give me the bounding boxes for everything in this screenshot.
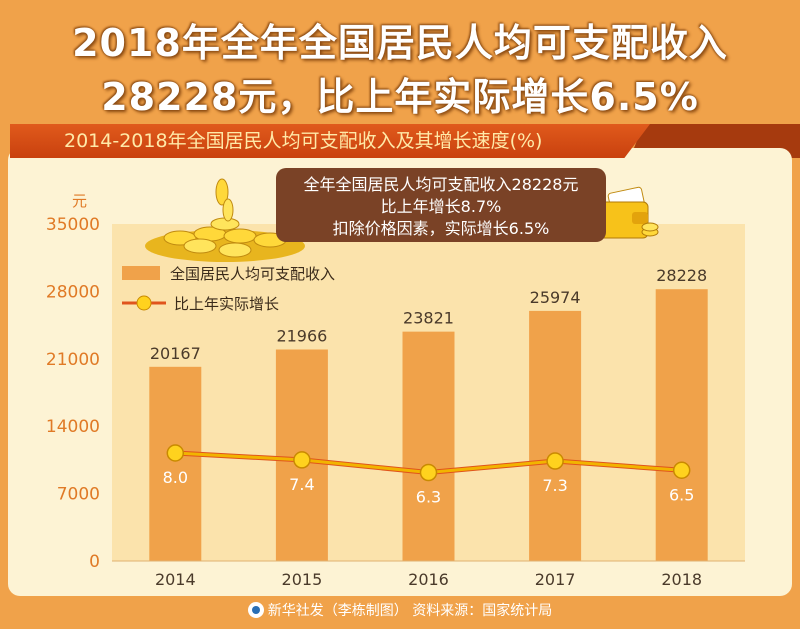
headline-line-2: 28228元，比上年实际增长6.5% <box>101 75 699 119</box>
gold-coins-icon <box>145 178 305 262</box>
x-tick-label: 2018 <box>661 570 702 589</box>
summary-callout: 全年全国居民人均可支配收入28228元 比上年增长8.7% 扣除价格因素，实际增… <box>276 168 606 242</box>
footer-credit: 新华社发（李栋制图） 资料来源：国家统计局 <box>0 600 800 620</box>
growth-point <box>419 463 438 482</box>
footer-text: 新华社发（李栋制图） 资料来源：国家统计局 <box>267 603 553 619</box>
growth-point <box>672 461 691 479</box>
bar <box>529 310 582 561</box>
legend-label-line: 比上年实际增长 <box>174 295 279 313</box>
growth-point <box>293 451 311 469</box>
x-tick-label: 2016 <box>408 570 449 589</box>
bar-value-label: 28228 <box>656 266 707 285</box>
growth-value-label: 7.4 <box>289 475 314 494</box>
y-tick-label: 28000 <box>46 282 100 302</box>
y-tick-label: 7000 <box>57 485 100 505</box>
y-tick-label: 35000 <box>46 215 100 235</box>
bar <box>655 289 708 561</box>
legend-swatch-marker <box>136 295 152 311</box>
growth-value-label: 7.3 <box>542 476 567 495</box>
growth-value-label: 6.3 <box>416 488 441 507</box>
bar <box>149 366 202 561</box>
bar-value-label: 21966 <box>276 326 327 345</box>
bar-value-label: 23821 <box>403 309 454 328</box>
x-tick-label: 2017 <box>535 570 576 589</box>
callout-line-3: 扣除价格因素，实际增长6.5% <box>332 219 550 238</box>
legend-label-bar: 全国居民人均可支配收入 <box>170 265 335 283</box>
growth-point <box>546 452 564 470</box>
bar-value-label: 25974 <box>530 288 581 307</box>
y-tick-label: 0 <box>89 552 100 572</box>
bar <box>402 331 455 561</box>
growth-value-label: 6.5 <box>669 485 694 504</box>
headline-line-1: 2018年全年全国居民人均可支配收入 <box>72 21 728 65</box>
xinhua-logo-icon <box>247 602 264 618</box>
y-axis-unit: 元 <box>72 192 87 210</box>
y-tick-label: 14000 <box>46 417 100 437</box>
x-tick-label: 2014 <box>155 570 196 589</box>
callout-line-2: 比上年增长8.7% <box>380 197 502 216</box>
x-tick-label: 2015 <box>282 570 323 589</box>
legend-swatch-bar <box>122 266 160 280</box>
chart-subtitle: 2014-2018年全国居民人均可支配收入及其增长速度(%) <box>10 124 650 158</box>
wallet-icon <box>591 186 659 239</box>
bar-value-label: 20167 <box>150 344 201 363</box>
callout-line-1: 全年全国居民人均可支配收入28228元 <box>303 175 579 194</box>
growth-value-label: 8.0 <box>163 468 188 487</box>
y-tick-label: 21000 <box>46 350 100 370</box>
growth-point <box>166 444 185 462</box>
